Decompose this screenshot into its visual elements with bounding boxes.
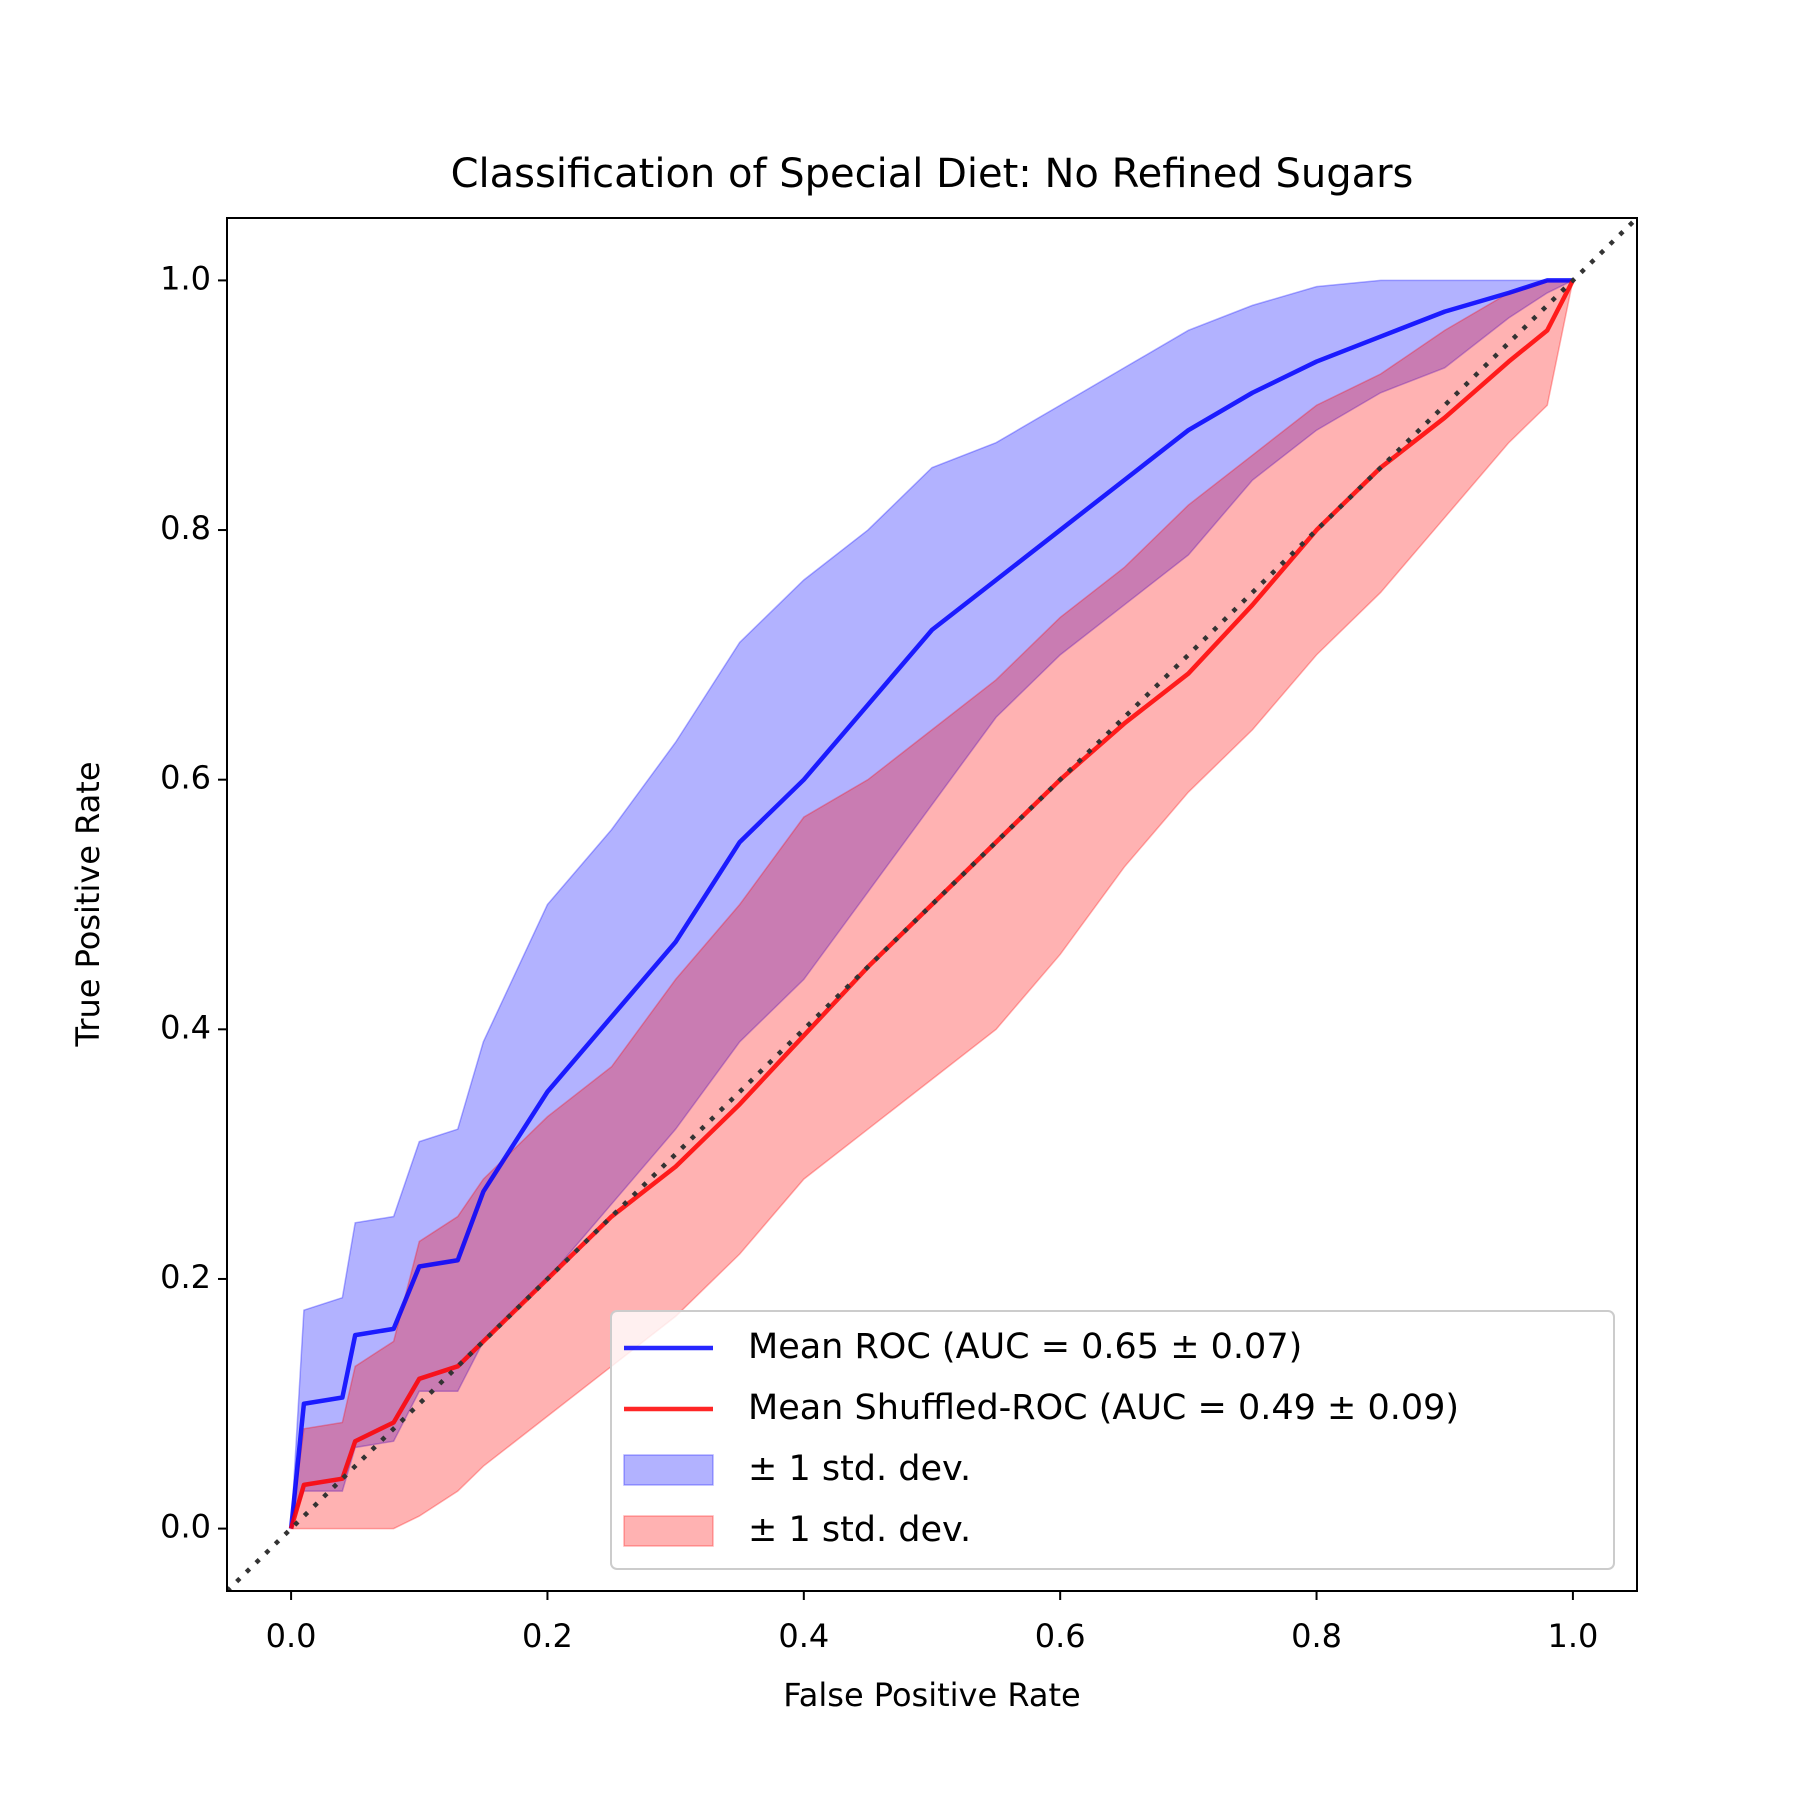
roc-line	[288, 278, 1573, 1529]
legend-label: ± 1 std. dev.	[748, 1449, 971, 1489]
x-tick-label: 0.6	[1035, 1617, 1086, 1655]
legend-patch	[623, 1454, 714, 1486]
axes-frame	[226, 217, 1638, 1592]
x-tick-label: 0.2	[522, 1617, 573, 1655]
y-tick-label: 0.2	[160, 1258, 211, 1296]
y-tick-label: 0.6	[160, 759, 211, 797]
y-tick-label: 1.0	[160, 259, 211, 297]
y-axis-label: True Positive Rate	[69, 761, 107, 1047]
legend-patch	[623, 1515, 714, 1547]
legend: Mean ROC (AUC = 0.65 ± 0.07) Mean Shuffle…	[610, 1310, 1615, 1570]
y-tick-label: 0.4	[160, 1008, 211, 1046]
plot-area	[227, 218, 1637, 1591]
legend-box	[610, 1310, 1615, 1570]
x-tick-label: 0.4	[778, 1617, 829, 1655]
legend-label: Mean Shuffled-ROC (AUC = 0.49 ± 0.09)	[748, 1388, 1459, 1428]
y-tick-label: 0.0	[160, 1508, 211, 1546]
y-tick-label: 0.8	[160, 509, 211, 547]
legend-label: ± 1 std. dev.	[748, 1510, 971, 1550]
x-tick-label: 0.0	[266, 1617, 317, 1655]
chance-line	[227, 218, 1637, 1591]
legend-label: Mean ROC (AUC = 0.65 ± 0.07)	[748, 1327, 1302, 1367]
x-tick-label: 0.8	[1291, 1617, 1342, 1655]
x-tick-label: 1.0	[1547, 1617, 1598, 1655]
chart-title: Classification of Special Diet: No Refin…	[451, 151, 1414, 197]
x-axis-label: False Positive Rate	[783, 1676, 1080, 1714]
